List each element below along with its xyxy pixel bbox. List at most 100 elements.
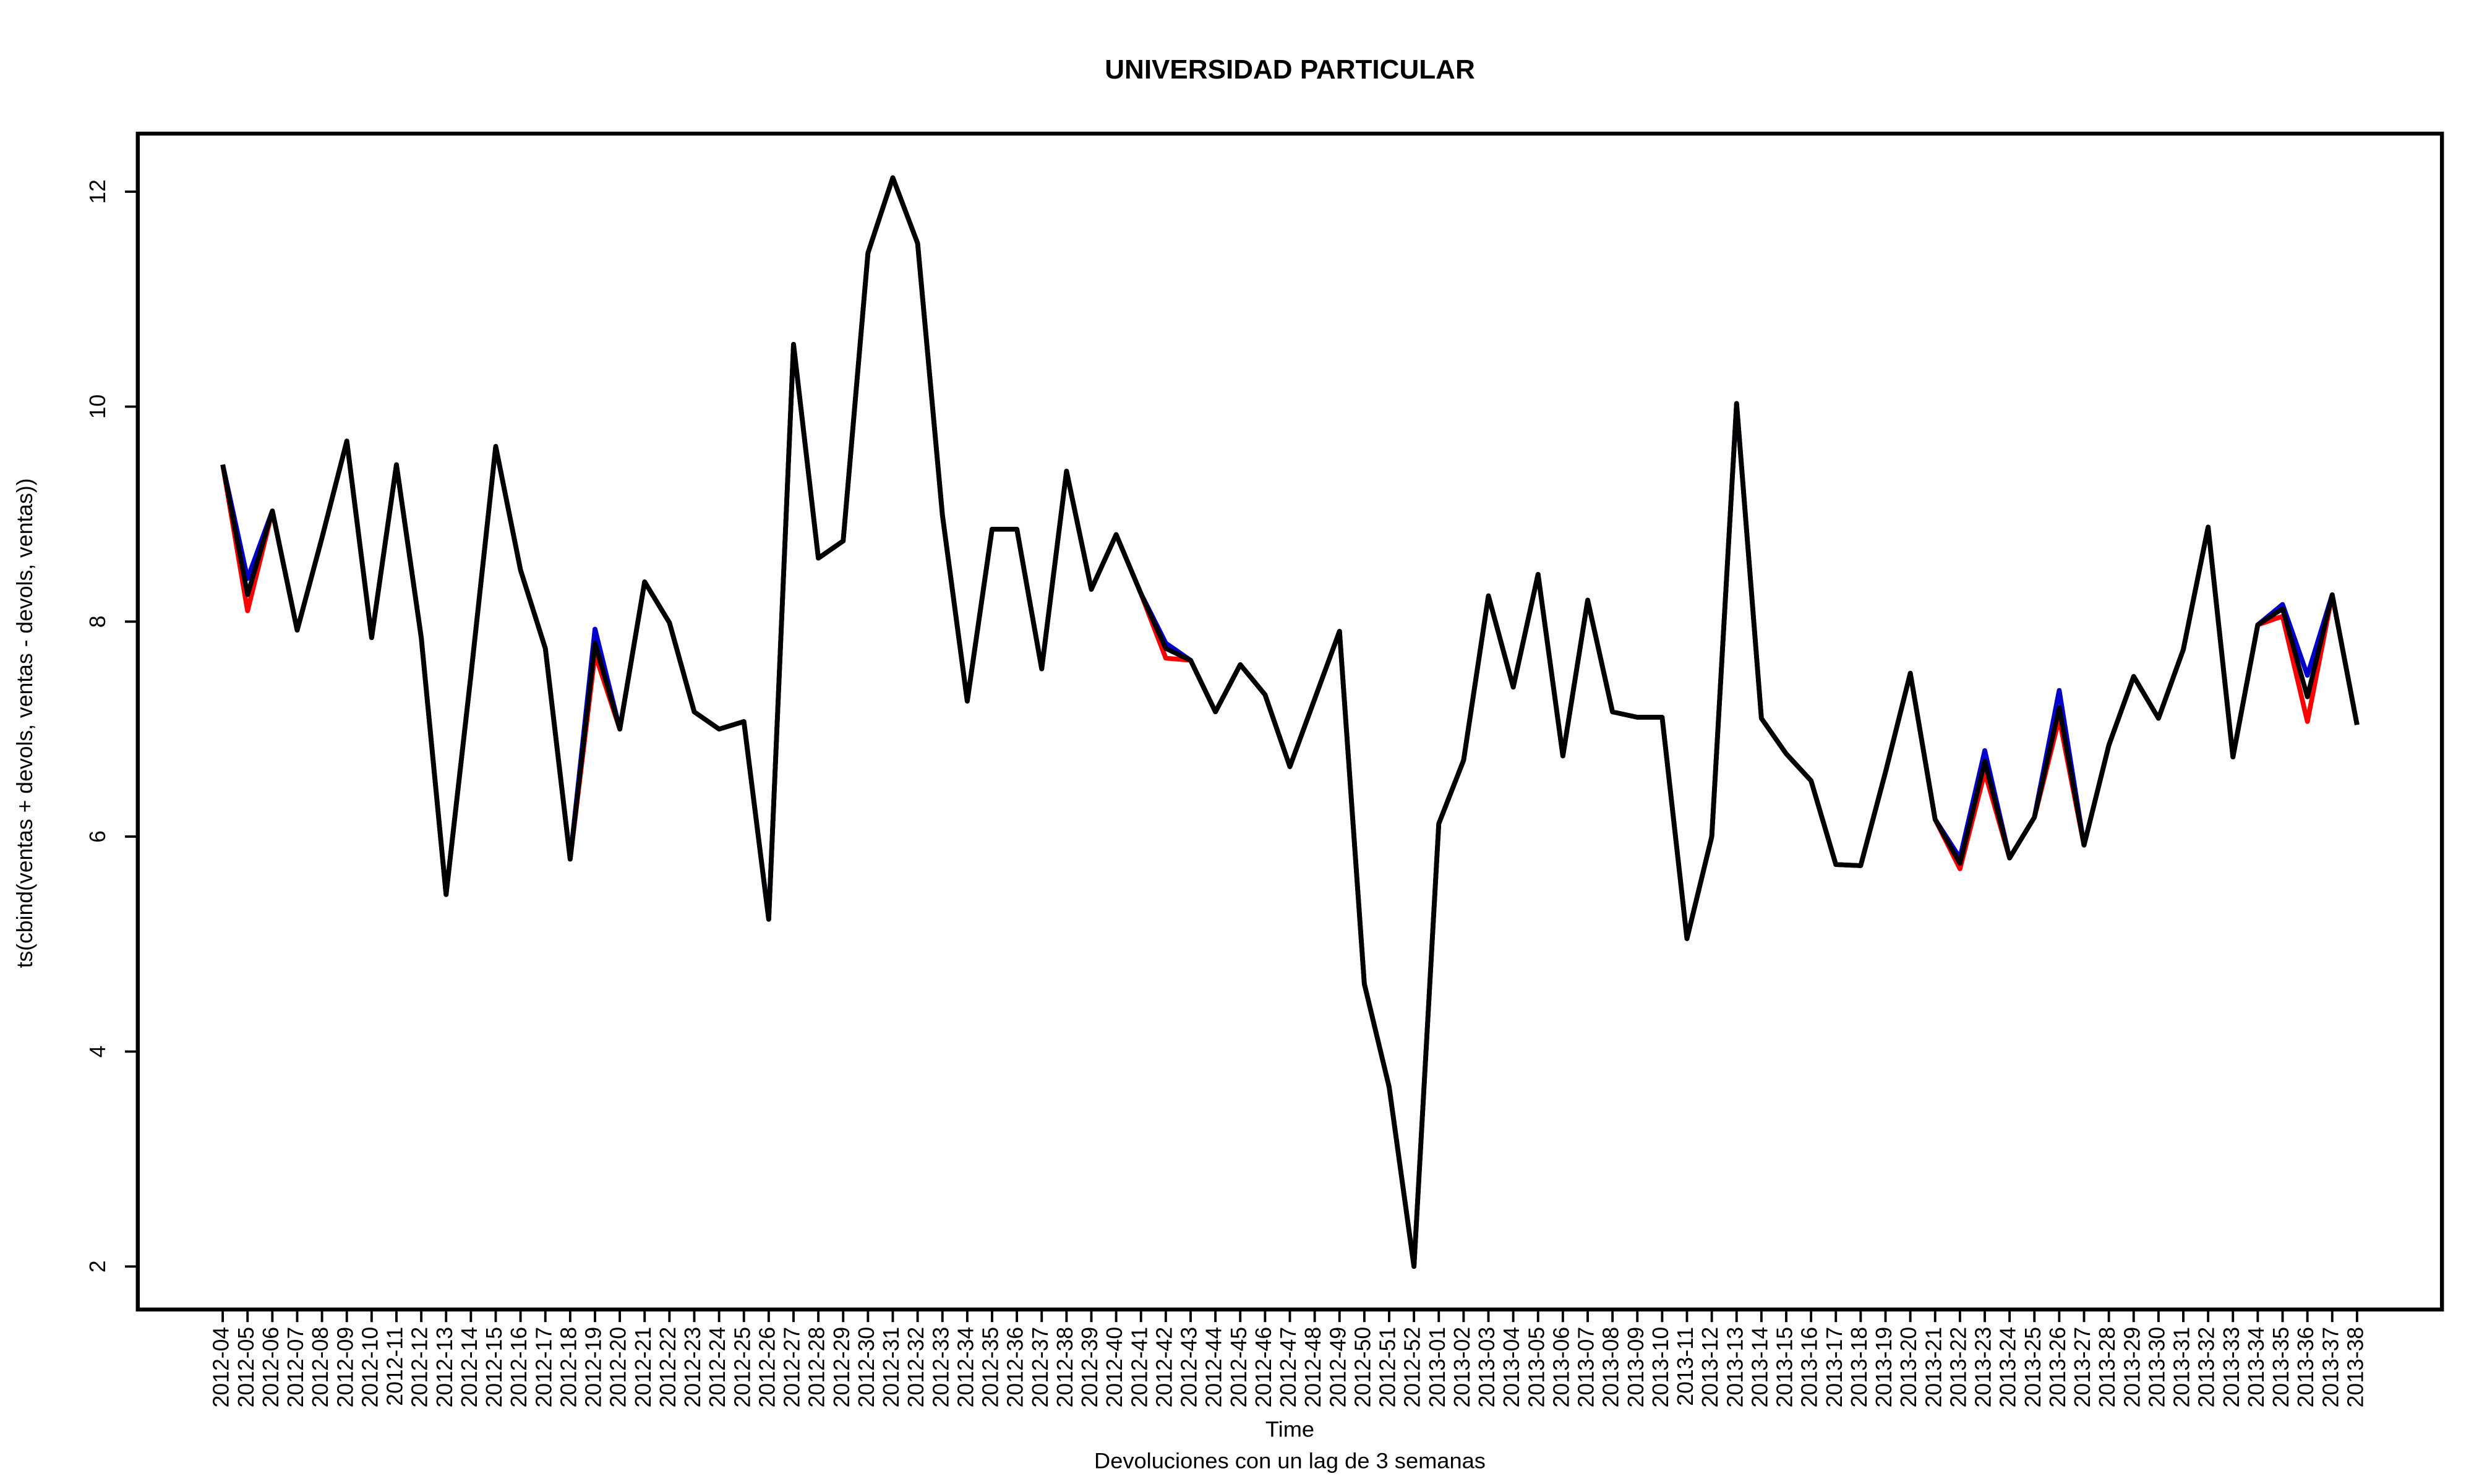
x-tick-label: 2013-28 [2094,1327,2120,1408]
x-tick-label: 2012-29 [829,1327,854,1408]
x-axis-label: Time [1265,1417,1314,1442]
x-tick-label: 2012-47 [1275,1327,1301,1408]
plot-frame [135,131,2444,1311]
x-tick-label: 2012-24 [704,1327,730,1408]
x-tick-label: 2012-14 [456,1327,482,1408]
x-tick-label: 2013-27 [2070,1327,2095,1408]
x-tick-label: 2013-20 [1896,1327,1921,1408]
subtitle: Devoluciones con un lag de 3 semanas [1094,1448,1486,1473]
y-axis-label: ts(cbind(ventas + devols, ventas - devol… [12,478,37,968]
x-tick-label: 2013-01 [1424,1327,1450,1408]
x-tick-label: 2013-17 [1821,1327,1847,1408]
x-tick-label: 2012-11 [382,1327,407,1406]
x-tick-label: 2013-31 [2168,1327,2194,1408]
x-tick-label: 2013-35 [2268,1327,2293,1408]
x-tick-label: 2012-07 [283,1327,308,1408]
x-tick-label: 2013-07 [1573,1327,1598,1408]
x-tick-label: 2012-12 [406,1327,432,1408]
x-tick-label: 2013-25 [2020,1327,2045,1408]
x-tick-label: 2013-23 [1970,1327,1995,1408]
x-tick-label: 2012-34 [952,1327,978,1408]
x-tick-label: 2012-10 [357,1327,382,1408]
x-tick-label: 2012-48 [1300,1327,1325,1408]
x-tick-label: 2012-20 [605,1327,630,1408]
x-tick-label: 2012-46 [1251,1327,1276,1408]
x-tick-label: 2012-49 [1325,1327,1350,1408]
x-tick-label: 2012-36 [1002,1327,1027,1408]
x-tick-label: 2013-10 [1648,1327,1673,1408]
x-tick-label: 2012-05 [233,1327,258,1408]
x-tick-label: 2012-04 [208,1327,233,1408]
x-tick-label: 2012-08 [307,1327,333,1408]
x-tick-label: 2012-39 [1077,1327,1102,1408]
y-tick-label: 2 [85,1260,110,1273]
series-line [220,175,2360,1269]
x-tick-label: 2013-09 [1623,1327,1648,1408]
x-tick-label: 2013-33 [2219,1327,2244,1408]
x-tick-label: 2013-15 [1771,1327,1797,1408]
x-tick-label: 2012-23 [680,1327,705,1408]
x-tick-label: 2012-19 [580,1327,606,1408]
x-tick-label: 2012-15 [481,1327,507,1408]
x-tick-label: 2012-35 [977,1327,1003,1408]
x-tick-label: 2013-08 [1598,1327,1623,1408]
x-tick-label: 2012-27 [779,1327,804,1408]
x-tick-label: 2012-45 [1226,1327,1251,1408]
x-tick-label: 2012-42 [1151,1327,1176,1408]
x-tick-label: 2012-41 [1126,1327,1152,1408]
x-tick-label: 2012-32 [903,1327,928,1408]
x-tick-label: 2013-38 [2342,1327,2368,1408]
x-tick-label: 2012-30 [854,1327,879,1408]
x-tick-label: 2013-36 [2293,1327,2318,1408]
chart-title: UNIVERSIDAD PARTICULAR [1105,55,1475,85]
x-tick-label: 2013-14 [1747,1327,1772,1408]
series-line [220,175,2360,1269]
y-tick-label: 6 [85,830,110,843]
x-tick-label: 2012-37 [1027,1327,1053,1408]
series-line [220,175,2360,1269]
y-tick-label: 4 [85,1046,110,1058]
x-tick-label: 2013-22 [1945,1327,1971,1408]
x-tick-label: 2013-06 [1548,1327,1573,1408]
x-tick-label: 2013-24 [1995,1327,2020,1408]
x-tick-label: 2013-19 [1871,1327,1896,1408]
x-tick-label: 2013-12 [1697,1327,1723,1408]
x-tick-label: 2013-34 [2243,1327,2269,1408]
x-tick-label: 2013-30 [2144,1327,2169,1408]
x-tick-label: 2012-09 [332,1327,357,1408]
y-tick-label: 10 [85,394,110,419]
x-tick-label: 2012-22 [655,1327,680,1408]
x-tick-label: 2012-52 [1399,1327,1424,1408]
x-tick-label: 2012-43 [1176,1327,1201,1408]
x-tick-label: 2012-26 [754,1327,779,1408]
x-tick-label: 2013-21 [1920,1327,1946,1408]
x-tick-label: 2013-11 [1672,1327,1698,1406]
x-tick-label: 2012-50 [1350,1327,1375,1408]
y-tick-label: 8 [85,615,110,628]
x-tick-label: 2012-16 [506,1327,531,1408]
x-tick-label: 2012-31 [878,1327,904,1408]
x-tick-label: 2013-13 [1722,1327,1747,1408]
x-tick-label: 2013-37 [2318,1327,2343,1408]
x-tick-label: 2013-03 [1474,1327,1499,1408]
x-tick-label: 2013-05 [1523,1327,1549,1408]
x-tick-label: 2013-32 [2193,1327,2219,1408]
x-tick-label: 2012-06 [258,1327,283,1408]
x-tick-label: 2013-04 [1499,1327,1524,1408]
x-tick-label: 2012-33 [928,1327,953,1408]
x-tick-label: 2012-51 [1374,1327,1400,1408]
x-tick-label: 2013-29 [2119,1327,2144,1408]
x-tick-label: 2012-38 [1052,1327,1077,1408]
x-tick-label: 2012-18 [555,1327,581,1408]
x-tick-label: 2013-26 [2045,1327,2070,1408]
x-tick-label: 2012-40 [1102,1327,1127,1408]
x-tick-label: 2013-16 [1796,1327,1821,1408]
x-tick-label: 2012-21 [630,1327,655,1408]
x-tick-label: 2012-44 [1201,1327,1226,1408]
y-tick-label: 12 [85,179,110,204]
x-tick-label: 2013-18 [1846,1327,1872,1408]
x-tick-label: 2012-17 [531,1327,556,1408]
x-tick-label: 2012-13 [431,1327,456,1408]
